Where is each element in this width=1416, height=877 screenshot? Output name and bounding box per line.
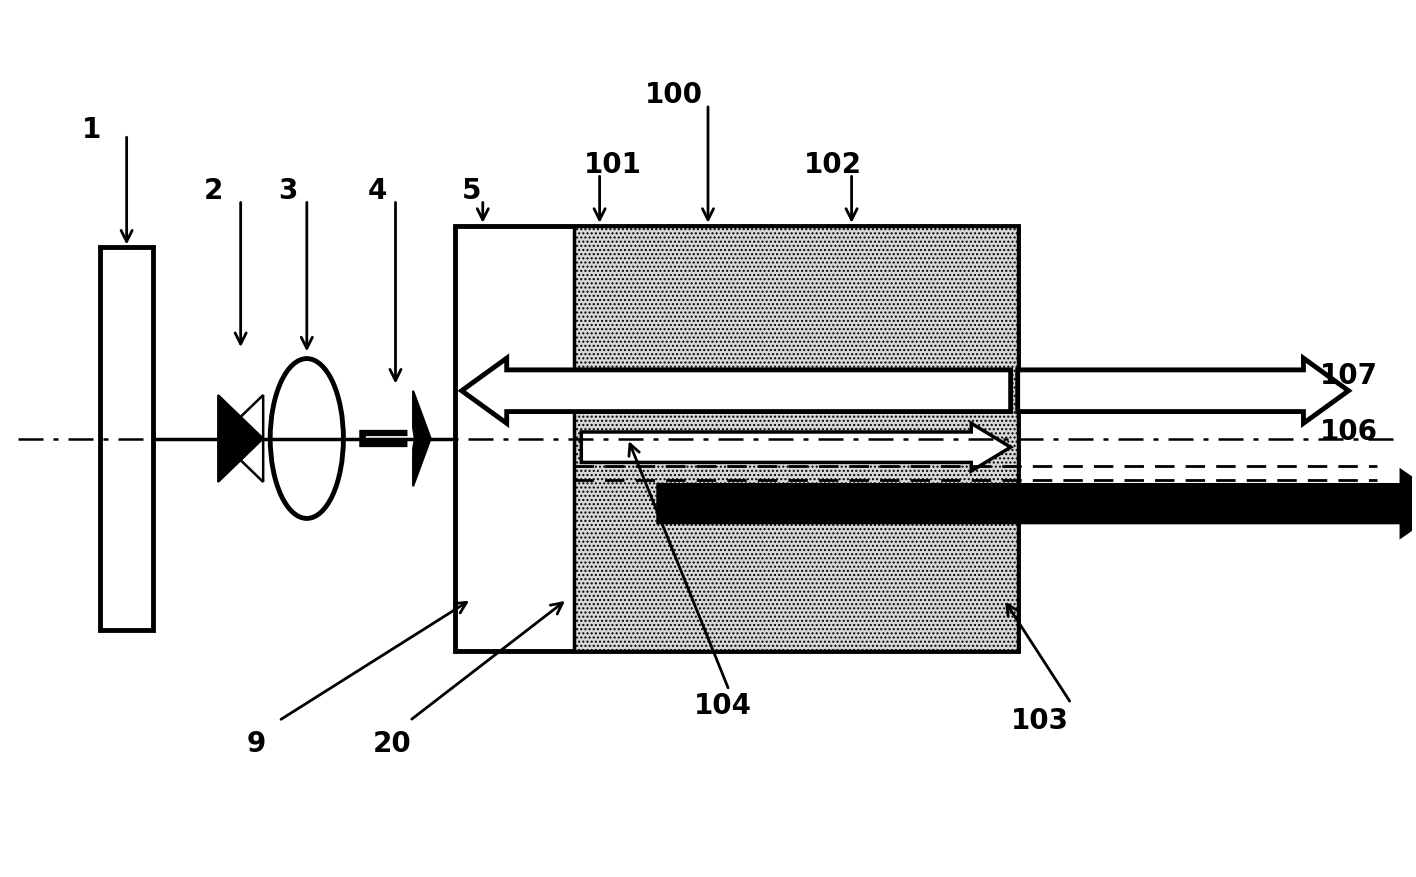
Polygon shape	[218, 395, 263, 482]
Bar	[101, 247, 153, 630]
Text: 3: 3	[279, 177, 297, 205]
Text: 106: 106	[1320, 417, 1378, 446]
FancyArrow shape	[582, 424, 1011, 471]
Text: 9: 9	[246, 731, 266, 759]
Text: 104: 104	[694, 692, 752, 720]
Text: 4: 4	[367, 177, 387, 205]
FancyArrow shape	[462, 358, 1011, 424]
Text: 105: 105	[1320, 483, 1378, 511]
Text: 107: 107	[1320, 362, 1378, 390]
Text: 20: 20	[372, 731, 412, 759]
Text: 103: 103	[1011, 707, 1069, 735]
Text: 100: 100	[644, 82, 702, 110]
Text: 1: 1	[82, 116, 101, 144]
Text: 102: 102	[804, 151, 862, 179]
Polygon shape	[365, 401, 413, 476]
Text: 101: 101	[585, 151, 641, 179]
FancyArrow shape	[1018, 358, 1348, 424]
FancyArrow shape	[658, 473, 1416, 535]
Text: 2: 2	[204, 177, 224, 205]
Bar	[455, 225, 1018, 652]
Polygon shape	[360, 391, 430, 486]
Bar	[575, 225, 1018, 652]
Text: 5: 5	[462, 177, 481, 205]
